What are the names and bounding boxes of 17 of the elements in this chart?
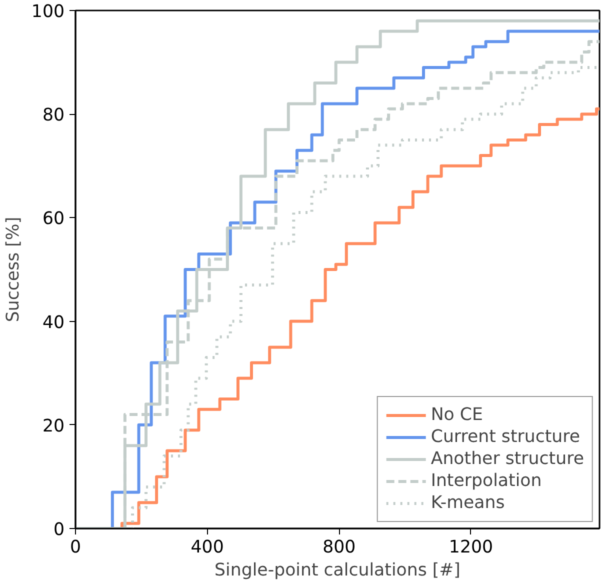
- y-tick-label: 60: [42, 209, 65, 230]
- x-tick-label: 0: [70, 538, 82, 558]
- y-tick-label: 100: [31, 2, 65, 22]
- y-tick-label: 80: [42, 106, 65, 126]
- legend-label: K-means: [430, 493, 505, 513]
- x-tick-label: 400: [190, 538, 224, 558]
- y-tick-label: 20: [42, 416, 65, 436]
- legend-label: Another structure: [430, 449, 584, 469]
- y-tick-label: 40: [42, 312, 65, 333]
- legend-label: Interpolation: [430, 471, 542, 491]
- legend-label: No CE: [430, 405, 483, 425]
- x-axis-title: Single-point calculations [#]: [214, 560, 460, 580]
- x-tick-label: 800: [322, 538, 356, 558]
- y-tick-label: 0: [53, 520, 65, 540]
- x-tick-label: 1200: [448, 538, 494, 558]
- legend-label: Current structure: [430, 427, 580, 447]
- y-axis-title: Success [%]: [3, 216, 24, 322]
